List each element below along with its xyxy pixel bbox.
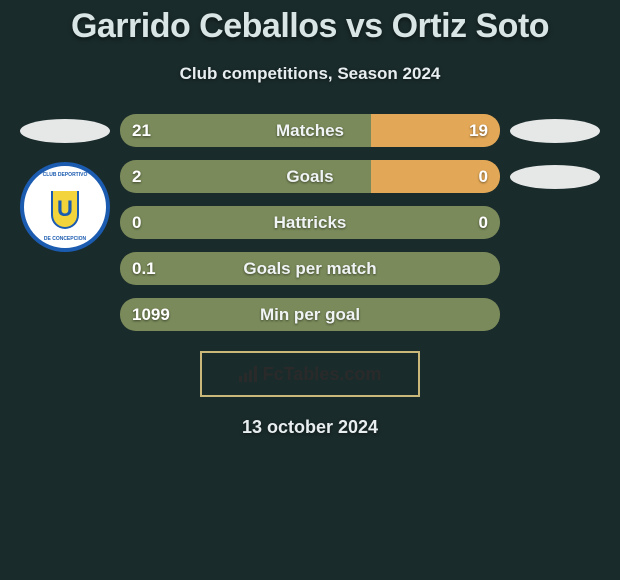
- stat-bar: 1099 Min per goal: [120, 298, 500, 331]
- stat-bar: 2 Goals 0: [120, 160, 500, 193]
- stat-label: Matches: [276, 121, 344, 141]
- stat-bar: 0.1 Goals per match: [120, 252, 500, 285]
- stat-row: 21 Matches 19: [10, 114, 610, 147]
- left-value: 1099: [132, 305, 170, 325]
- stat-row: CLUB DEPORTIVO U DE CONCEPCION 2 Goals 0: [10, 160, 610, 193]
- stats-section: 21 Matches 19 CLUB DEPORTIVO U DE CONCEP…: [10, 114, 610, 331]
- brand-badge[interactable]: FcTables.com: [200, 351, 420, 397]
- stat-row: 0.1 Goals per match: [10, 252, 610, 285]
- left-value: 0: [132, 213, 141, 233]
- comparison-title: Garrido Ceballos vs Ortiz Soto: [10, 7, 610, 46]
- club-badge-left: CLUB DEPORTIVO U DE CONCEPCION: [20, 162, 110, 252]
- stat-label: Min per goal: [260, 305, 360, 325]
- badge-top-text: CLUB DEPORTIVO: [43, 172, 88, 178]
- left-value: 2: [132, 167, 141, 187]
- right-value: 19: [469, 121, 488, 141]
- badge-letter-icon: U: [51, 191, 79, 229]
- right-value: 0: [479, 167, 488, 187]
- right-slot: [500, 165, 610, 189]
- stat-label: Hattricks: [274, 213, 347, 233]
- chart-icon: [239, 366, 257, 382]
- left-value: 0.1: [132, 259, 156, 279]
- stat-label: Goals: [286, 167, 333, 187]
- stat-label: Goals per match: [243, 259, 376, 279]
- brand-name: FcTables.com: [263, 364, 382, 385]
- comparison-subtitle: Club competitions, Season 2024: [10, 64, 610, 84]
- left-value: 21: [132, 121, 151, 141]
- date-label: 13 october 2024: [10, 417, 610, 438]
- stat-row: 1099 Min per goal: [10, 298, 610, 331]
- player-badge-right: [510, 165, 600, 189]
- stat-bar: 0 Hattricks 0: [120, 206, 500, 239]
- stat-bar: 21 Matches 19: [120, 114, 500, 147]
- right-slot: [500, 119, 610, 143]
- right-value: 0: [479, 213, 488, 233]
- left-slot: [10, 119, 120, 143]
- player-badge-left: [20, 119, 110, 143]
- badge-bottom-text: DE CONCEPCION: [44, 236, 86, 242]
- player-badge-right: [510, 119, 600, 143]
